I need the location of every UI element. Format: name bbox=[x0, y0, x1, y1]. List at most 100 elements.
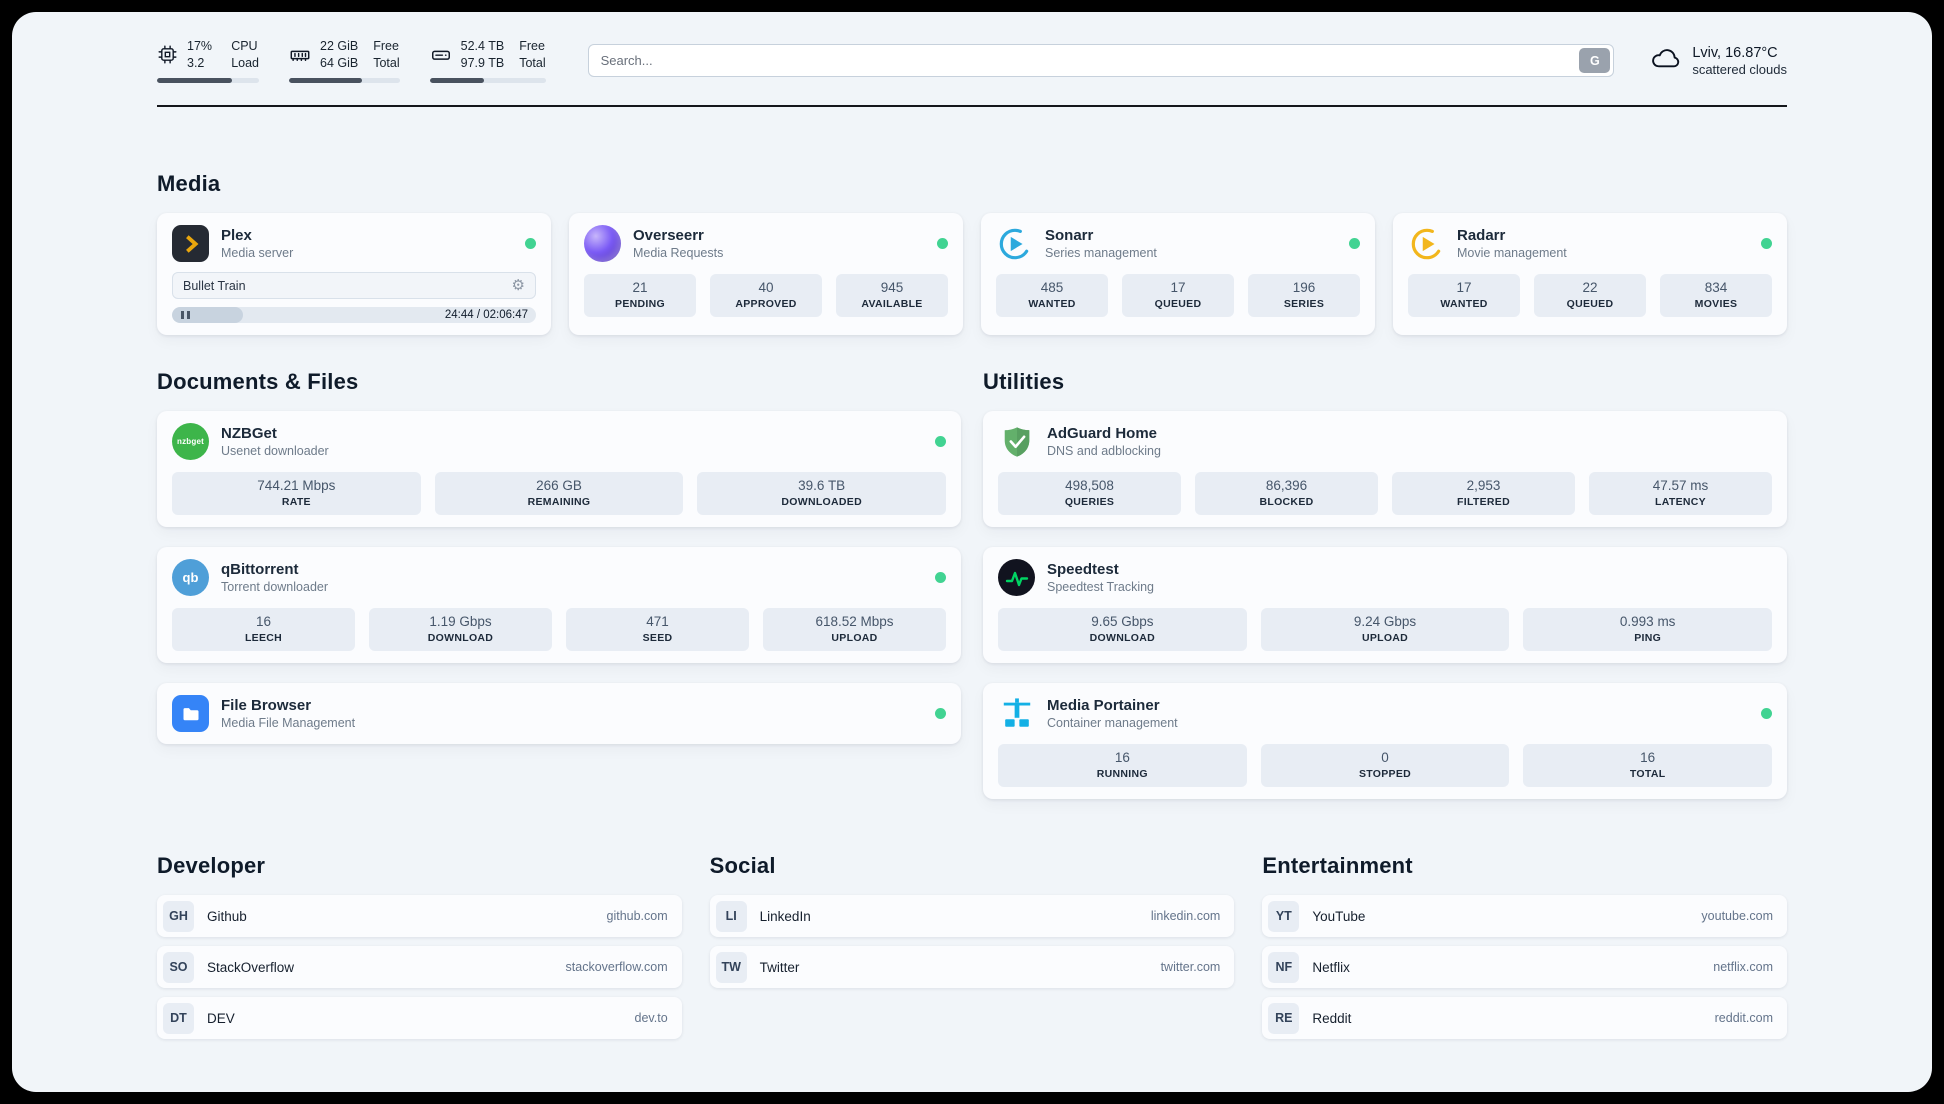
stat-wanted: 17 WANTED bbox=[1408, 274, 1520, 317]
bookmark-youtube[interactable]: YT YouTube youtube.com bbox=[1262, 895, 1787, 937]
ram-icon bbox=[289, 44, 311, 66]
disk-metric: 52.4 TB 97.9 TB Free Total bbox=[429, 38, 546, 83]
app-name: AdGuard Home bbox=[1047, 425, 1158, 442]
app-name: qBittorrent bbox=[221, 561, 299, 578]
app-desc: Container management bbox=[1047, 716, 1178, 730]
now-playing-title: Bullet Train bbox=[183, 278, 246, 293]
adguard-shield-icon bbox=[998, 423, 1035, 460]
ram-usage-bar bbox=[289, 78, 400, 83]
stat-seed: 471 SEED bbox=[566, 608, 749, 651]
section-title-social: Social bbox=[709, 853, 776, 878]
bookmark-reddit[interactable]: RE Reddit reddit.com bbox=[1262, 997, 1787, 1039]
bookmark-linkedin[interactable]: LI LinkedIn linkedin.com bbox=[709, 895, 1235, 937]
status-online-dot bbox=[937, 238, 948, 249]
status-online-dot bbox=[935, 708, 946, 719]
section-title-entertainment: Entertainment bbox=[1262, 853, 1413, 878]
disk-usage-bar bbox=[429, 78, 546, 83]
stat-pending: 21 PENDING bbox=[584, 274, 696, 317]
app-card-adguard[interactable]: AdGuard Home DNS and adblocking 498,508 … bbox=[983, 411, 1787, 527]
app-card-qbittorrent[interactable]: qb qBittorrent Torrent downloader 16 LEE… bbox=[157, 547, 961, 663]
app-card-radarr[interactable]: Radarr Movie management 17 WANTED 22 QUE… bbox=[1393, 213, 1787, 335]
weather-location: Lviv, 16.87°C bbox=[1692, 44, 1778, 61]
status-online-dot bbox=[525, 238, 536, 249]
pause-icon[interactable] bbox=[181, 311, 190, 319]
app-card-overseerr[interactable]: Overseerr Media Requests 21 PENDING 40 A… bbox=[569, 213, 963, 335]
app-name: Plex bbox=[221, 227, 252, 244]
nzbget-icon: nzbget bbox=[172, 423, 209, 460]
stat-total: 16 TOTAL bbox=[1523, 744, 1773, 787]
header-divider bbox=[157, 105, 1787, 107]
system-metrics: 17% 3.2 CPU Load bbox=[157, 38, 546, 83]
app-card-speedtest[interactable]: Speedtest Speedtest Tracking 9.65 Gbps D… bbox=[983, 547, 1787, 663]
bookmark-netflix[interactable]: NF Netflix netflix.com bbox=[1262, 946, 1787, 988]
ram-usage-fill bbox=[289, 78, 362, 83]
ram-values: 22 GiB 64 GiB bbox=[320, 38, 358, 71]
status-online-dot bbox=[1349, 238, 1360, 249]
now-playing-row: Bullet Train ⚙ bbox=[172, 272, 536, 299]
search-box: G bbox=[587, 44, 1615, 77]
stat-queued: 17 QUEUED bbox=[1122, 274, 1234, 317]
ram-total: 64 GiB bbox=[320, 55, 359, 70]
portainer-crane-icon bbox=[998, 695, 1035, 732]
bookmark-github[interactable]: GH Github github.com bbox=[157, 895, 682, 937]
disk-values: 52.4 TB 97.9 TB bbox=[461, 38, 505, 71]
ram-labels: Free Total bbox=[373, 39, 400, 70]
stat-download: 9.65 Gbps DOWNLOAD bbox=[998, 608, 1247, 651]
stat-available: 945 AVAILABLE bbox=[836, 274, 948, 317]
app-name: NZBGet bbox=[221, 425, 277, 442]
seek-bar[interactable]: 24:44 / 02:06:47 bbox=[172, 307, 536, 323]
playback-time: 24:44 / 02:06:47 bbox=[444, 309, 528, 321]
weather-widget: Lviv, 16.87°C scattered clouds bbox=[1648, 43, 1787, 78]
status-online-dot bbox=[1761, 238, 1772, 249]
bookmark-dev[interactable]: DT DEV dev.to bbox=[157, 997, 682, 1039]
stat-blocked: 86,396 BLOCKED bbox=[1195, 472, 1378, 515]
filebrowser-icon bbox=[172, 695, 209, 732]
app-name: File Browser bbox=[221, 697, 312, 714]
section-title-utilities: Utilities bbox=[983, 369, 1065, 394]
app-desc: Media Requests bbox=[633, 246, 724, 260]
app-card-nzbget[interactable]: nzbget NZBGet Usenet downloader 744.21 M… bbox=[157, 411, 961, 527]
stat-downloaded: 39.6 TB DOWNLOADED bbox=[697, 472, 947, 515]
bookmark-stackoverflow[interactable]: SO StackOverflow stackoverflow.com bbox=[157, 946, 682, 988]
bookmark-twitter[interactable]: TW Twitter twitter.com bbox=[709, 946, 1235, 988]
stat-rate: 744.21 Mbps RATE bbox=[172, 472, 421, 515]
disk-labels: Free Total bbox=[519, 39, 546, 70]
status-online-dot bbox=[935, 436, 946, 447]
search-input[interactable] bbox=[587, 44, 1615, 77]
stat-movies: 834 MOVIES bbox=[1660, 274, 1772, 317]
stat-queries: 498,508 QUERIES bbox=[998, 472, 1181, 515]
bookmark-abbr: TW bbox=[715, 951, 747, 983]
app-desc: Media server bbox=[221, 246, 294, 260]
app-name: Sonarr bbox=[1045, 227, 1094, 244]
search-engine-button[interactable]: G bbox=[1579, 48, 1611, 73]
plex-now-playing: Bullet Train ⚙ 24:44 / 02:06:47 bbox=[172, 272, 536, 323]
status-online-dot bbox=[935, 572, 946, 583]
stat-remaining: 266 GB REMAINING bbox=[434, 472, 684, 515]
cpu-metric: 17% 3.2 CPU Load bbox=[157, 38, 259, 83]
stat-leech: 16 LEECH bbox=[172, 608, 355, 651]
plex-icon bbox=[172, 225, 209, 262]
radarr-icon bbox=[1408, 225, 1445, 262]
app-desc: Speedtest Tracking bbox=[1047, 580, 1155, 594]
dashboard-panel: 17% 3.2 CPU Load bbox=[12, 12, 1932, 1092]
app-card-sonarr[interactable]: Sonarr Series management 485 WANTED 17 Q… bbox=[981, 213, 1375, 335]
stat-running: 16 RUNNING bbox=[998, 744, 1247, 787]
section-entertainment: Entertainment YT YouTube youtube.com NF … bbox=[1262, 853, 1787, 1039]
section-media: Media Plex Media server bbox=[157, 171, 1787, 335]
app-desc: Usenet downloader bbox=[221, 444, 329, 458]
app-desc: Torrent downloader bbox=[221, 580, 329, 594]
cpu-usage-bar bbox=[157, 78, 259, 83]
section-documents: Documents & Files nzbget NZBGet Usenet d… bbox=[157, 369, 961, 744]
status-online-dot bbox=[1761, 708, 1772, 719]
top-bar: 17% 3.2 CPU Load bbox=[157, 38, 1787, 83]
app-card-portainer[interactable]: Media Portainer Container management 16 … bbox=[983, 683, 1787, 799]
app-desc: Series management bbox=[1045, 246, 1157, 260]
cpu-percent: 17% bbox=[187, 39, 213, 53]
app-card-plex[interactable]: Plex Media server Bullet Train ⚙ bbox=[157, 213, 551, 335]
gear-icon[interactable]: ⚙ bbox=[511, 277, 525, 294]
app-card-filebrowser[interactable]: File Browser Media File Management bbox=[157, 683, 961, 744]
app-name: Media Portainer bbox=[1047, 697, 1160, 714]
app-name: Overseerr bbox=[633, 227, 704, 244]
app-name: Radarr bbox=[1457, 227, 1506, 244]
stat-upload: 618.52 Mbps UPLOAD bbox=[763, 608, 946, 651]
